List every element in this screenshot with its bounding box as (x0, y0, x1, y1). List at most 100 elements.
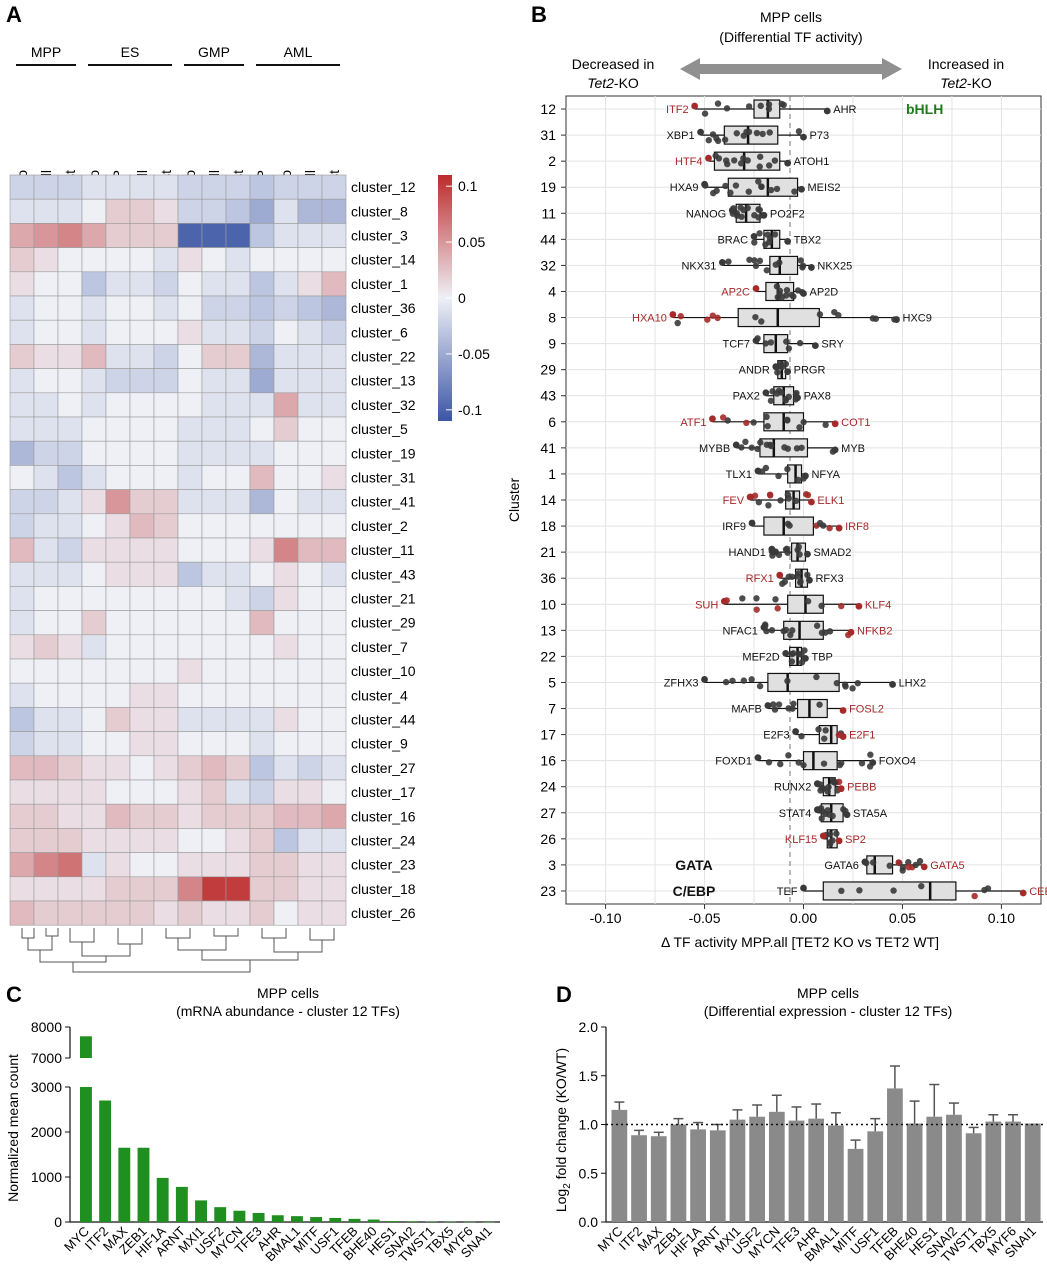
boxplot-cluster-36: RFX1 RFX3 (746, 568, 844, 588)
tf-point (713, 187, 720, 194)
panel-c-y-axis-label: Normalized mean count (5, 1054, 21, 1202)
tf-label-left: HXA9 (670, 182, 699, 194)
heatmap-cell-cluster_19-MPP.Pro (9, 440, 35, 466)
heatmap-row-label: cluster_14 (351, 252, 416, 268)
tf-point (758, 318, 765, 325)
tf-point (784, 417, 791, 424)
boxplot-cluster-7: MAFB FOSL2 (731, 698, 884, 719)
bar-MYF6 (1005, 1121, 1021, 1222)
tf-point (782, 292, 790, 299)
heatmap-cell-cluster_13-GMP.Pro (177, 368, 203, 394)
heatmap-cell-cluster_43-AML.Pro (273, 561, 299, 587)
heatmap-cell-cluster_2-ES.all (129, 513, 155, 539)
tf-point (732, 182, 740, 189)
heatmap-group-label: MPP (31, 44, 61, 60)
tf-label-right: STA5A (853, 808, 888, 820)
tf-point (740, 155, 747, 162)
heatmap-cell-cluster_26-AML.ProDist (321, 900, 347, 926)
tf-point (816, 519, 824, 527)
heatmap-cell-cluster_41-ES.Pro (81, 489, 107, 515)
tf-label-right: TBP (811, 651, 832, 663)
panel-b-boxplots: ITF2 AHR XBP1 P73 HTF4 ATOH1 HXA9 MEIS2 NANOG PO2… (632, 99, 1047, 901)
heatmap-cell-cluster_32-ES.Pro (81, 392, 107, 418)
tf-point (755, 498, 763, 506)
heatmap-cell-cluster_12-MPP.ProDist (57, 174, 83, 200)
x-tick-label: 0.10 (988, 910, 1015, 926)
tf-point-labeled-left (776, 571, 784, 579)
heatmap-cell-cluster_44-MPP.all (33, 707, 59, 732)
heatmap-cell-cluster_2-GMP.ProDist (225, 513, 251, 539)
heatmap-cell-cluster_31-MPP.Pro (9, 465, 35, 490)
heatmap-cell-cluster_41-AML.all (297, 489, 323, 515)
heatmap-cell-cluster_9-ES.Pro (81, 731, 107, 757)
tf-point (777, 760, 784, 768)
heatmap-cell-cluster_24-AML.all (297, 828, 323, 853)
tf-point (745, 103, 753, 110)
heatmap-cell-cluster_44-GMP.all (201, 707, 227, 732)
heatmap-cell-cluster_19-AML.CHIP (249, 440, 275, 466)
tf-label-right: MEIS2 (808, 182, 841, 194)
heatmap-cell-cluster_27-MPP.all (33, 755, 59, 781)
y-tick-label: 7000 (31, 1050, 62, 1066)
heatmap-cell-cluster_2-AML.Pro (273, 513, 299, 539)
tf-point (722, 182, 729, 190)
heatmap-cell-cluster_19-ES.CHIP (105, 440, 131, 466)
heatmap-row-label: cluster_12 (351, 179, 416, 195)
heatmap-cell-cluster_26-GMP.all (201, 900, 227, 926)
heatmap-cell-cluster_6-GMP.Pro (177, 319, 203, 345)
y-tick-label: 8000 (31, 1019, 62, 1035)
y-tick-label: 0.0 (579, 1214, 599, 1230)
tf-point (838, 887, 845, 895)
heatmap-cell-cluster_1-GMP.all (201, 271, 227, 297)
tf-point (858, 760, 866, 767)
heatmap-cell-cluster_10-GMP.Pro (177, 658, 203, 684)
heatmap-cell-cluster_41-GMP.ProDist (225, 489, 251, 515)
tf-point-labeled-right (889, 681, 896, 688)
tf-point-labeled-right (823, 107, 831, 115)
heatmap-cell-cluster_8-GMP.ProDist (225, 198, 251, 224)
bar-MYC (611, 1109, 628, 1222)
heatmap-cell-cluster_17-ES.Pro (81, 779, 107, 805)
tf-point (797, 257, 805, 264)
heatmap-cell-cluster_36-MPP.ProDist (57, 295, 83, 321)
heatmap-row-label: cluster_8 (351, 203, 408, 219)
heatmap-cell-cluster_29-GMP.Pro (177, 610, 203, 636)
direction-arrow (680, 58, 902, 80)
heatmap-cell-cluster_12-GMP.all (201, 174, 227, 200)
tf-point (751, 257, 758, 264)
bar-USF1 (329, 1217, 342, 1222)
tf-label-right: MYB (841, 443, 865, 455)
tf-point-labeled-right (847, 628, 855, 636)
heatmap-cell-cluster_43-MPP.Pro (9, 561, 35, 587)
heatmap-cell-cluster_6-ES.CHIP (105, 319, 131, 345)
boxplot-cluster-6: ATF1 COT1 (680, 412, 871, 432)
heatmap-cell-cluster_36-AML.ProDist (321, 295, 347, 321)
tf-label-left: MEF2D (742, 651, 779, 663)
tf-point-labeled-right (802, 654, 809, 662)
heatmap-cell-cluster_41-AML.Pro (273, 489, 299, 515)
bar-MXI1 (195, 1200, 207, 1222)
tf-point (751, 239, 758, 246)
heatmap-cell-cluster_22-MPP.all (33, 344, 59, 369)
heatmap-row-label: cluster_32 (351, 397, 416, 413)
heatmap-row-label: cluster_19 (351, 445, 416, 461)
tf-label-right: ELK1 (817, 495, 844, 507)
heatmap-cell-cluster_19-MPP.ProDist (57, 440, 83, 466)
cluster-tick-label: 43 (540, 388, 556, 404)
boxplot-cluster-9: TCF7 SRY (723, 334, 844, 354)
heatmap-cell-cluster_11-MPP.ProDist (57, 537, 83, 563)
heatmap-cell-cluster_24-GMP.all (201, 828, 227, 853)
tf-point (674, 319, 681, 327)
heatmap-cell-cluster_7-AML.ProDist (321, 634, 347, 660)
cluster-tick-label: 17 (540, 727, 556, 743)
tf-point (818, 602, 825, 610)
boxplot-cluster-44: BRAC TBX2 (717, 229, 821, 249)
boxplot-cluster-43: PAX2 PAX8 (733, 386, 831, 406)
bar-SNAI2 (406, 1221, 418, 1222)
tf-point-labeled-left (764, 702, 772, 709)
increased-suffix: -KO (967, 75, 992, 91)
heatmap-cell-cluster_31-AML.all (297, 465, 323, 490)
tf-label-right: NKX25 (817, 260, 852, 272)
heatmap-cell-cluster_26-ES.CHIP (105, 900, 131, 926)
panel-b-title: MPP cells (760, 9, 822, 25)
